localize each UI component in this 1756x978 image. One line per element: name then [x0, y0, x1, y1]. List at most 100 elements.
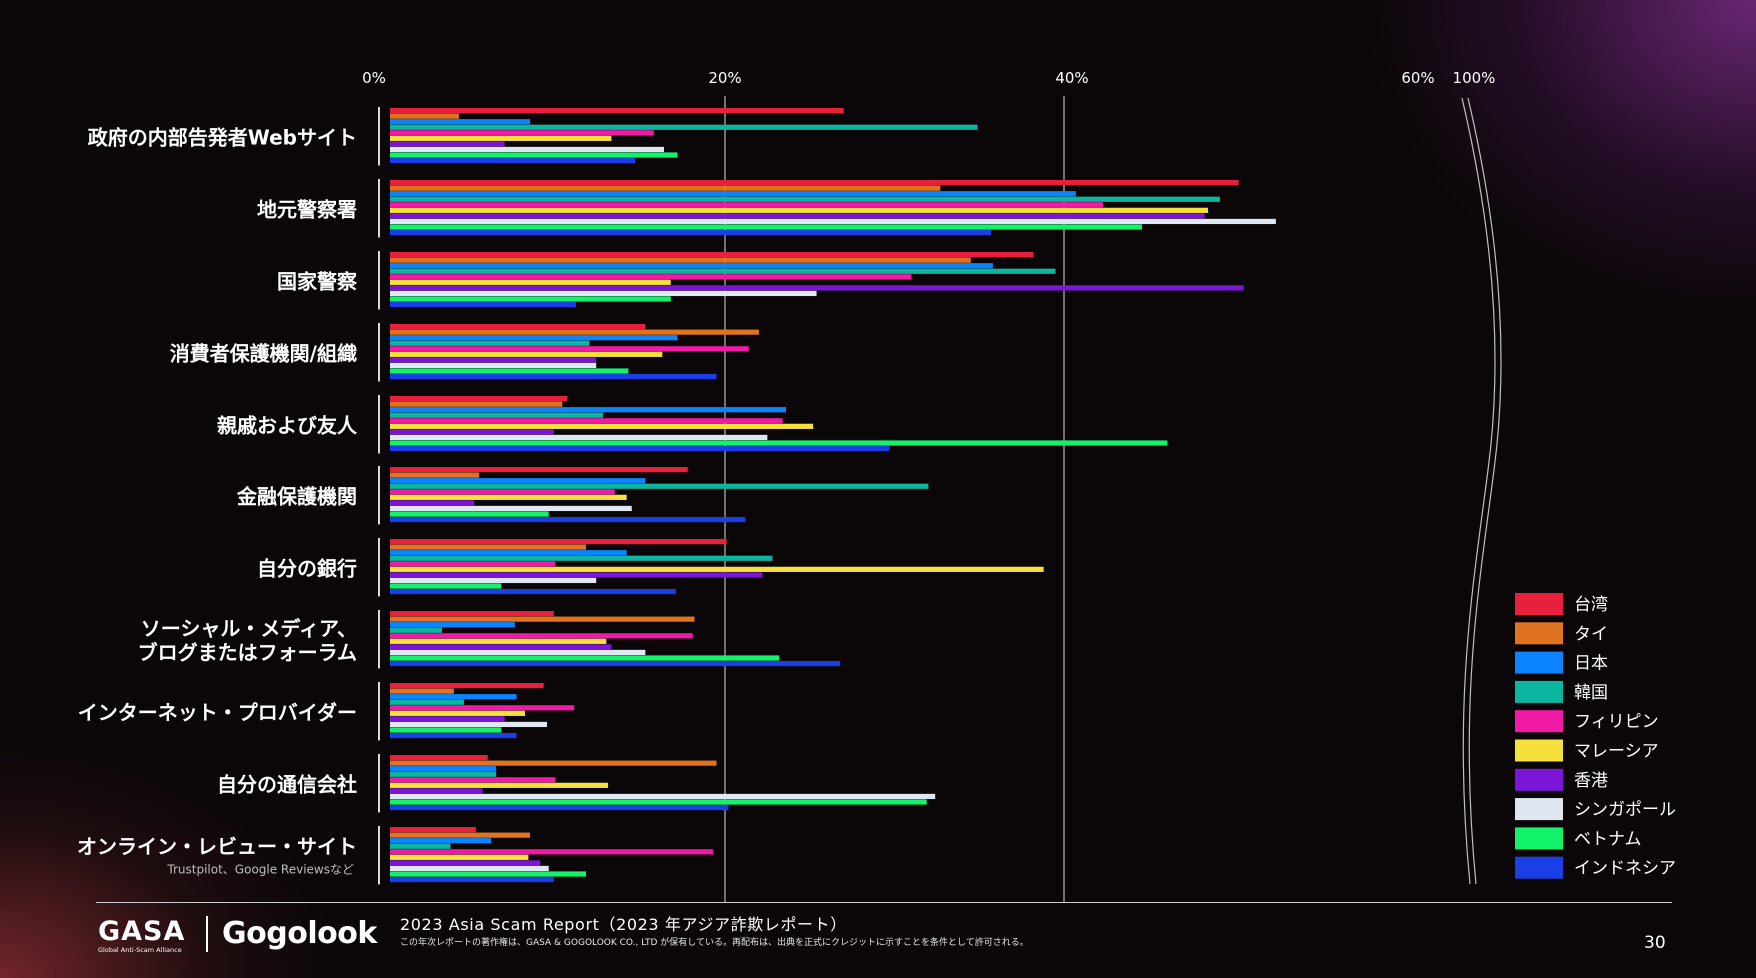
- bar: [390, 229, 992, 236]
- x-tick-label: 60%: [1401, 69, 1434, 87]
- bar: [390, 467, 688, 473]
- bar: [390, 710, 525, 716]
- bar: [390, 213, 1205, 219]
- bar: [390, 141, 505, 147]
- bar: [390, 755, 488, 761]
- report-title: 2023 Asia Scam Report（2023 年アジア詐欺レポート）: [400, 915, 847, 934]
- bar: [390, 550, 627, 556]
- category-label: 地元警察署: [257, 197, 357, 221]
- bar: [390, 218, 1276, 225]
- bar: [390, 788, 483, 794]
- x-tick-label: 40%: [1055, 69, 1088, 87]
- bar: [390, 849, 714, 855]
- bar: [390, 423, 814, 429]
- bar: [390, 191, 1076, 197]
- bar: [390, 494, 627, 500]
- x-tick-label: 20%: [708, 69, 741, 87]
- bar: [390, 440, 1168, 446]
- bar: [390, 296, 671, 302]
- bar: [390, 263, 993, 269]
- legend-label: フィリピン: [1574, 712, 1659, 732]
- bar: [390, 340, 590, 346]
- bar: [390, 771, 497, 777]
- bar: [390, 782, 609, 788]
- bar: [390, 301, 576, 308]
- bar: [390, 732, 517, 739]
- category-axis-tick: [378, 682, 380, 741]
- legend-swatch: [1515, 680, 1563, 703]
- bar: [390, 279, 671, 285]
- bar: [390, 838, 492, 844]
- x-tick-label: 0%: [362, 69, 386, 87]
- bar: [390, 351, 663, 357]
- bar: [390, 489, 615, 495]
- legend-swatch: [1515, 768, 1563, 791]
- bar: [390, 505, 632, 512]
- bar: [390, 649, 646, 656]
- bar: [390, 683, 544, 689]
- bar: [390, 130, 654, 136]
- legend-swatch: [1515, 710, 1563, 733]
- category-axis-tick: [378, 395, 380, 454]
- bar: [390, 865, 549, 872]
- category-label: 金融保護機関: [236, 484, 357, 508]
- bar: [390, 412, 603, 418]
- bar: [390, 401, 563, 407]
- bar: [390, 373, 717, 380]
- bar: [390, 335, 678, 341]
- bar: [390, 108, 844, 114]
- bar: [390, 516, 746, 523]
- bar: [390, 368, 629, 374]
- bar: [390, 483, 929, 489]
- bar: [390, 329, 759, 335]
- bar: [390, 511, 549, 517]
- bar: [390, 113, 459, 119]
- category-label: 自分の銀行: [257, 556, 357, 580]
- legend-label: 日本: [1574, 654, 1608, 674]
- legend-label: 香港: [1574, 771, 1608, 791]
- bar: [390, 224, 1142, 230]
- bar: [390, 854, 529, 860]
- category-axis-tick: [378, 107, 380, 166]
- bar: [390, 196, 1220, 202]
- bar: [390, 157, 636, 164]
- bar: [390, 799, 927, 805]
- bar: [390, 180, 1239, 186]
- bar: [390, 622, 515, 628]
- bar: [390, 583, 502, 589]
- gasa-logo-subtitle: Global Anti-Scam Alliance: [98, 946, 182, 954]
- bar: [390, 544, 587, 550]
- category-label: ブログまたはフォーラム: [138, 640, 357, 664]
- legend-swatch: [1515, 622, 1563, 645]
- bar: [390, 478, 646, 484]
- legend-label: 韓国: [1574, 683, 1608, 703]
- bar: [390, 832, 531, 838]
- copyright-notice: この年次レポートの著作権は、GASA & GOGOLOOK CO., LTD が…: [400, 938, 1029, 948]
- bar: [390, 539, 727, 545]
- bar: [390, 252, 1034, 258]
- bar: [390, 727, 502, 733]
- axis-break-line: [1461, 97, 1496, 885]
- bar: [390, 290, 817, 297]
- bar: [390, 577, 597, 584]
- bar: [390, 566, 1044, 572]
- bar: [390, 627, 442, 633]
- bar: [390, 146, 664, 153]
- category-axis-tick: [378, 466, 380, 525]
- legend-swatch: [1515, 593, 1563, 615]
- legend-label: シンガポール: [1574, 800, 1676, 820]
- bar: [390, 760, 717, 766]
- bar: [390, 445, 890, 452]
- legend-label: ベトナム: [1574, 829, 1642, 849]
- bar: [390, 793, 936, 800]
- bar: [390, 472, 480, 478]
- bar: [390, 644, 612, 650]
- bar: [390, 633, 693, 639]
- category-axis-tick: [378, 179, 380, 238]
- category-axis-tick: [378, 754, 380, 813]
- bar: [390, 688, 454, 694]
- bar: [390, 119, 531, 125]
- bar: [390, 434, 768, 441]
- bar: [390, 572, 763, 578]
